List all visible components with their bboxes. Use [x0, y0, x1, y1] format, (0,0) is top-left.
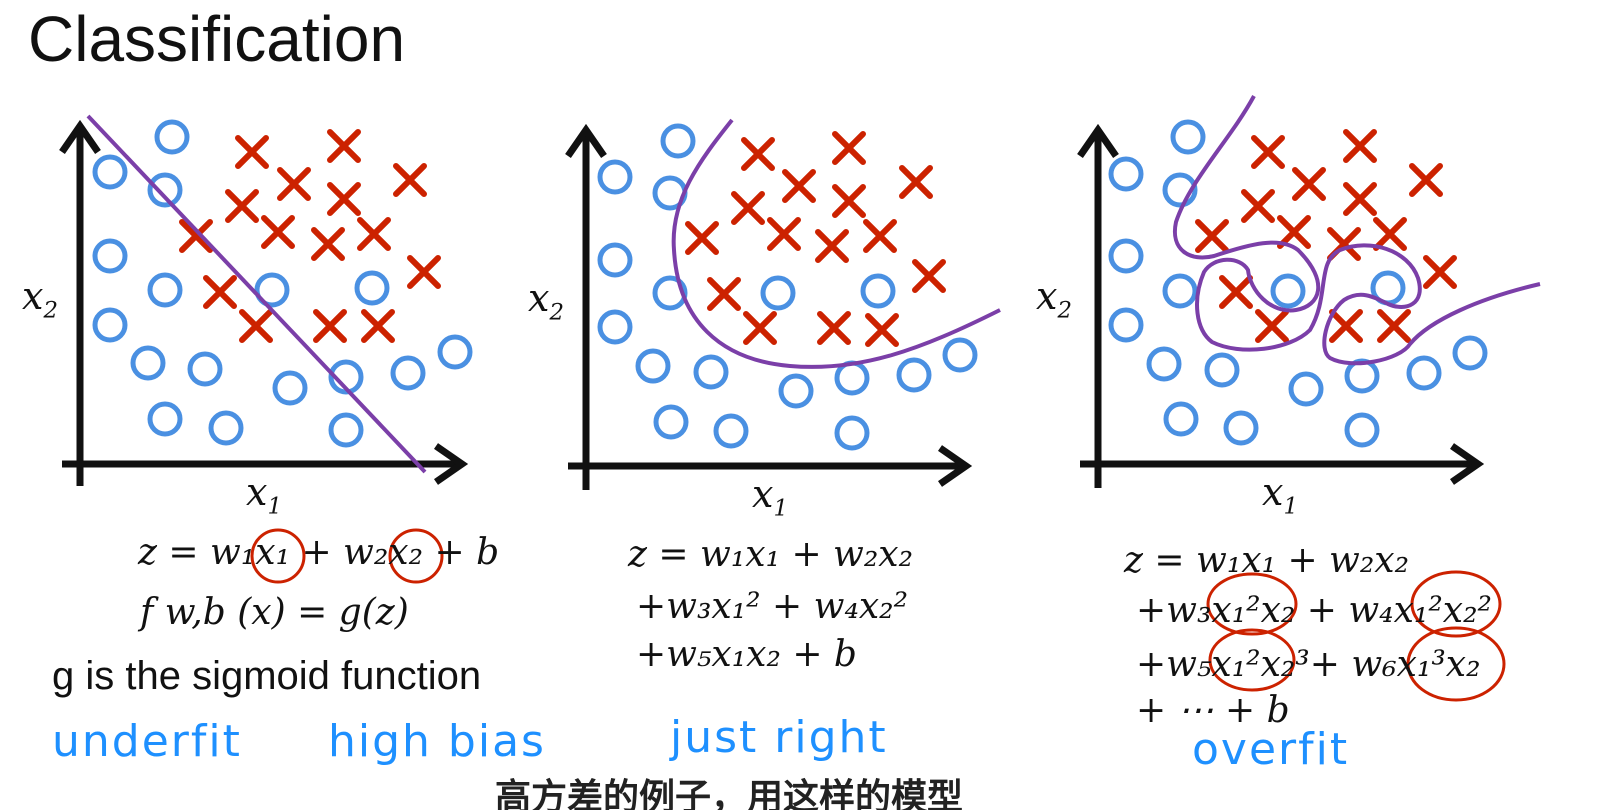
label-underfit: underfit [52, 716, 242, 767]
crosses-group-1 [179, 129, 441, 343]
sigmoid-note: g is the sigmoid function [52, 654, 482, 698]
y-axis-arrowhead [59, 119, 101, 154]
x-axis-arrowhead [434, 443, 469, 485]
equation-quadratic-line2: +w₃x₁² + w₄x₂² [636, 586, 909, 627]
decision-boundary-quadratic [671, 118, 1001, 369]
equation-overfit-line1: z = w₁x₁ + w₂x₂ [1124, 540, 1410, 581]
highlight-x1sq-x2 [1206, 572, 1298, 636]
decision-boundary-linear [86, 114, 427, 474]
x-axis-label-1: x1 [246, 470, 282, 520]
equation-quadratic-line3: +w₅x₁x₂ + b [636, 634, 857, 675]
label-overfit: overfit [1192, 724, 1350, 775]
x-axis-label-2: x1 [752, 472, 788, 522]
panel-high-order [1077, 95, 1541, 488]
equation-overfit-line4: + ⋯ + b [1136, 690, 1290, 731]
highlight-x2 [388, 528, 444, 584]
x-axis-label-3: x1 [1262, 470, 1298, 520]
y-axis-label-1: x2 [22, 274, 58, 324]
crosses-group-2 [685, 131, 946, 347]
x-axis-arrowhead [1450, 443, 1485, 485]
x-axis-arrowhead [938, 445, 973, 487]
panel-quadratic [565, 118, 1001, 490]
decision-boundary-overfit [1172, 95, 1541, 366]
label-high-bias: high bias [328, 716, 546, 767]
highlight-x1sq-x2sq [1410, 570, 1502, 638]
highlight-x1 [250, 528, 306, 584]
page-title: Classification [28, 3, 406, 75]
circles-group-2 [597, 123, 978, 451]
y-axis-label-2: x2 [528, 276, 564, 326]
equation-linear-z: z = w₁x₁ + w₂x₂ + b [138, 532, 500, 573]
y-axis-arrowhead [1077, 123, 1119, 158]
equation-overfit-line2: +w₃x₁²x₂ + w₄x₁²x₂² [1136, 590, 1492, 631]
label-just-right: just right [670, 712, 888, 763]
highlight-x1cube-x2 [1406, 626, 1506, 702]
equation-linear-f: f w,b (x) = g(z) [140, 592, 409, 633]
equation-quadratic-line1: z = w₁x₁ + w₂x₂ [628, 534, 914, 575]
video-subtitle: 高方差的例子，用这样的模型 [495, 777, 964, 810]
circles-group-3 [1108, 119, 1488, 448]
panel-linear [59, 114, 473, 486]
y-axis-arrowhead [565, 123, 607, 158]
highlight-x1sq-x2cube [1208, 628, 1296, 692]
circles-group-1 [92, 119, 473, 448]
y-axis-label-3: x2 [1036, 274, 1072, 324]
equation-overfit-line3: +w₅x₁²x₂³+ w₆x₁³x₂ [1136, 644, 1481, 685]
feature-highlights [250, 528, 1506, 702]
crosses-group-3 [1195, 129, 1457, 343]
